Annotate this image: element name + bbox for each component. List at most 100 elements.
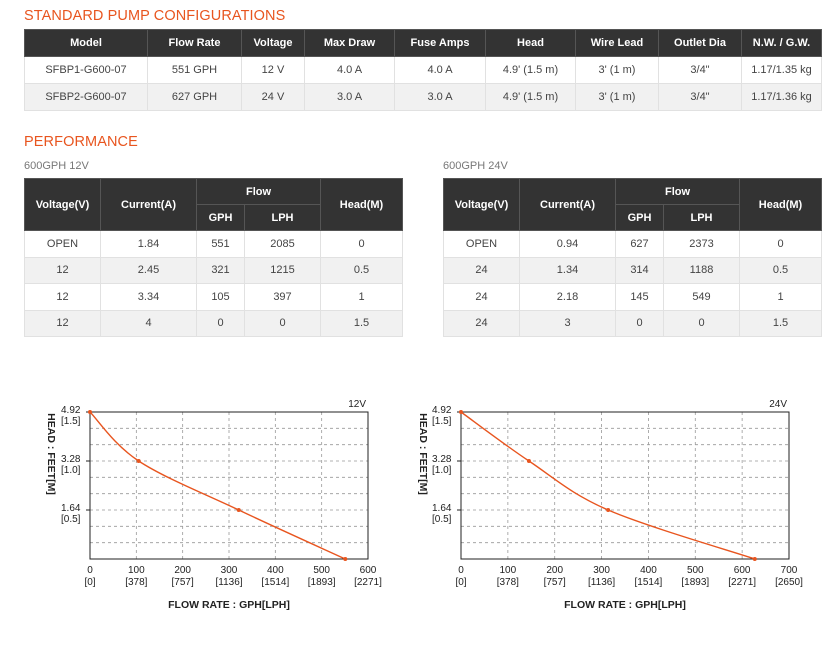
x-tick-sublabel: [2271] xyxy=(354,577,382,588)
cell-head: 0.5 xyxy=(320,256,403,284)
y-tick-sublabel: [0.5] xyxy=(432,514,452,525)
table-row: SFBP1-G600-07 551 GPH 12 V 4.0 A 4.0 A 4… xyxy=(24,56,822,84)
y-tick-label: 1.64 xyxy=(61,503,81,514)
perf-12v-subtitle: 600GPH 12V xyxy=(24,160,89,172)
header-max-draw: Max Draw xyxy=(304,29,395,57)
cell-flow-rate: 627 GPH xyxy=(147,83,242,111)
x-tick-label: 600 xyxy=(360,565,377,576)
cell-weight: 1.17/1.36 kg xyxy=(741,83,822,111)
data-point xyxy=(459,410,463,414)
table-row: OPEN 1.84 551 2085 0 xyxy=(24,230,403,258)
data-point xyxy=(136,459,141,463)
x-tick-sublabel: [0] xyxy=(84,577,95,588)
y-tick-label: 4.92 xyxy=(61,405,81,416)
header-flow: Flow xyxy=(615,178,740,205)
cell-lph: 549 xyxy=(663,283,740,311)
x-tick-label: 200 xyxy=(174,565,191,576)
header-weight: N.W. / G.W. xyxy=(741,29,822,57)
cell-voltage: 12 xyxy=(24,309,101,337)
cell-current: 2.45 xyxy=(100,256,197,284)
x-tick-sublabel: [1514] xyxy=(635,577,663,588)
config-header-row: Model Flow Rate Voltage Max Draw Fuse Am… xyxy=(24,29,822,57)
cell-flow-rate: 551 GPH xyxy=(147,56,242,84)
table-row: 24 2.18 145 549 1 xyxy=(443,283,822,311)
x-tick-sublabel: [1893] xyxy=(308,577,336,588)
data-point xyxy=(88,410,92,414)
chart-title: 24V xyxy=(769,399,787,410)
x-axis-title: FLOW RATE : GPH[LPH] xyxy=(168,599,290,611)
y-tick-sublabel: [1.5] xyxy=(61,416,81,427)
x-tick-sublabel: [1136] xyxy=(215,577,242,588)
header-wire-lead: Wire Lead xyxy=(575,29,659,57)
performance-title: PERFORMANCE xyxy=(24,134,138,150)
header-current: Current(A) xyxy=(519,178,616,231)
x-tick-label: 500 xyxy=(313,565,330,576)
cell-model: SFBP1-G600-07 xyxy=(24,56,148,84)
x-tick-label: 100 xyxy=(128,565,145,576)
chart-title: 12V xyxy=(348,399,366,410)
table-row: 24 1.34 314 1188 0.5 xyxy=(443,256,822,284)
perf-subheader-row: GPH LPH xyxy=(444,204,822,231)
x-tick-label: 700 xyxy=(781,565,798,576)
y-tick-sublabel: [1.0] xyxy=(61,465,81,476)
cell-voltage: 24 xyxy=(443,283,520,311)
x-tick-label: 0 xyxy=(87,565,93,576)
cell-lph: 0 xyxy=(663,309,740,337)
cell-voltage: 24 V xyxy=(241,83,305,111)
cell-head: 0 xyxy=(739,230,822,258)
x-tick-label: 400 xyxy=(267,565,284,576)
cell-lph: 1215 xyxy=(244,256,321,284)
header-flow: Flow xyxy=(196,178,321,205)
plot-frame xyxy=(89,411,369,560)
header-lph: LPH xyxy=(244,204,321,231)
cell-voltage: 12 xyxy=(24,283,101,311)
y-tick-label: 4.92 xyxy=(432,405,452,416)
x-tick-sublabel: [0] xyxy=(455,577,466,588)
x-tick-label: 400 xyxy=(640,565,657,576)
cell-fuse-amps: 3.0 A xyxy=(394,83,486,111)
table-row: 12 4 0 0 1.5 xyxy=(24,309,403,337)
cell-outlet-dia: 3/4" xyxy=(658,83,742,111)
cell-outlet-dia: 3/4" xyxy=(658,56,742,84)
header-fuse-amps: Fuse Amps xyxy=(394,29,486,57)
cell-lph: 2085 xyxy=(244,230,321,258)
series-line xyxy=(460,411,756,560)
perf-subheader-row: GPH LPH xyxy=(25,204,403,231)
y-tick-label: 3.28 xyxy=(61,454,81,465)
x-tick-sublabel: [757] xyxy=(544,577,566,588)
y-axis-title: HEAD : FEET[M] xyxy=(417,413,429,495)
cell-wire-lead: 3' (1 m) xyxy=(575,83,659,111)
cell-head: 1 xyxy=(320,283,403,311)
header-voltage: Voltage(V) xyxy=(443,178,520,231)
config-table: Model Flow Rate Voltage Max Draw Fuse Am… xyxy=(24,29,822,111)
data-point xyxy=(752,557,757,561)
cell-current: 1.84 xyxy=(100,230,197,258)
cell-current: 0.94 xyxy=(519,230,616,258)
x-tick-sublabel: [1514] xyxy=(261,577,289,588)
cell-model: SFBP2-G600-07 xyxy=(24,83,148,111)
x-tick-label: 300 xyxy=(221,565,238,576)
cell-max-draw: 3.0 A xyxy=(304,83,395,111)
cell-wire-lead: 3' (1 m) xyxy=(575,56,659,84)
cell-voltage: 24 xyxy=(443,309,520,337)
cell-gph: 0 xyxy=(196,309,245,337)
y-axis-title: HEAD : FEET[M] xyxy=(45,413,57,495)
header-gph: GPH xyxy=(196,204,245,231)
perf-24v-subtitle: 600GPH 24V xyxy=(443,160,508,172)
cell-gph: 321 xyxy=(196,256,245,284)
cell-gph: 314 xyxy=(615,256,664,284)
cell-head: 1.5 xyxy=(320,309,403,337)
config-title: STANDARD PUMP CONFIGURATIONS xyxy=(24,8,286,24)
cell-head: 1 xyxy=(739,283,822,311)
x-tick-sublabel: [2271] xyxy=(728,577,756,588)
table-row: 24 3 0 0 1.5 xyxy=(443,309,822,337)
x-tick-label: 100 xyxy=(500,565,517,576)
perf-header-row: Voltage(V) Current(A) Flow Head(M) xyxy=(443,178,822,231)
header-current: Current(A) xyxy=(100,178,197,231)
perf-12v-table: Voltage(V) Current(A) Flow Head(M) GPH L… xyxy=(24,178,403,337)
y-tick-label: 3.28 xyxy=(432,454,452,465)
cell-weight: 1.17/1.35 kg xyxy=(741,56,822,84)
x-tick-label: 200 xyxy=(546,565,563,576)
